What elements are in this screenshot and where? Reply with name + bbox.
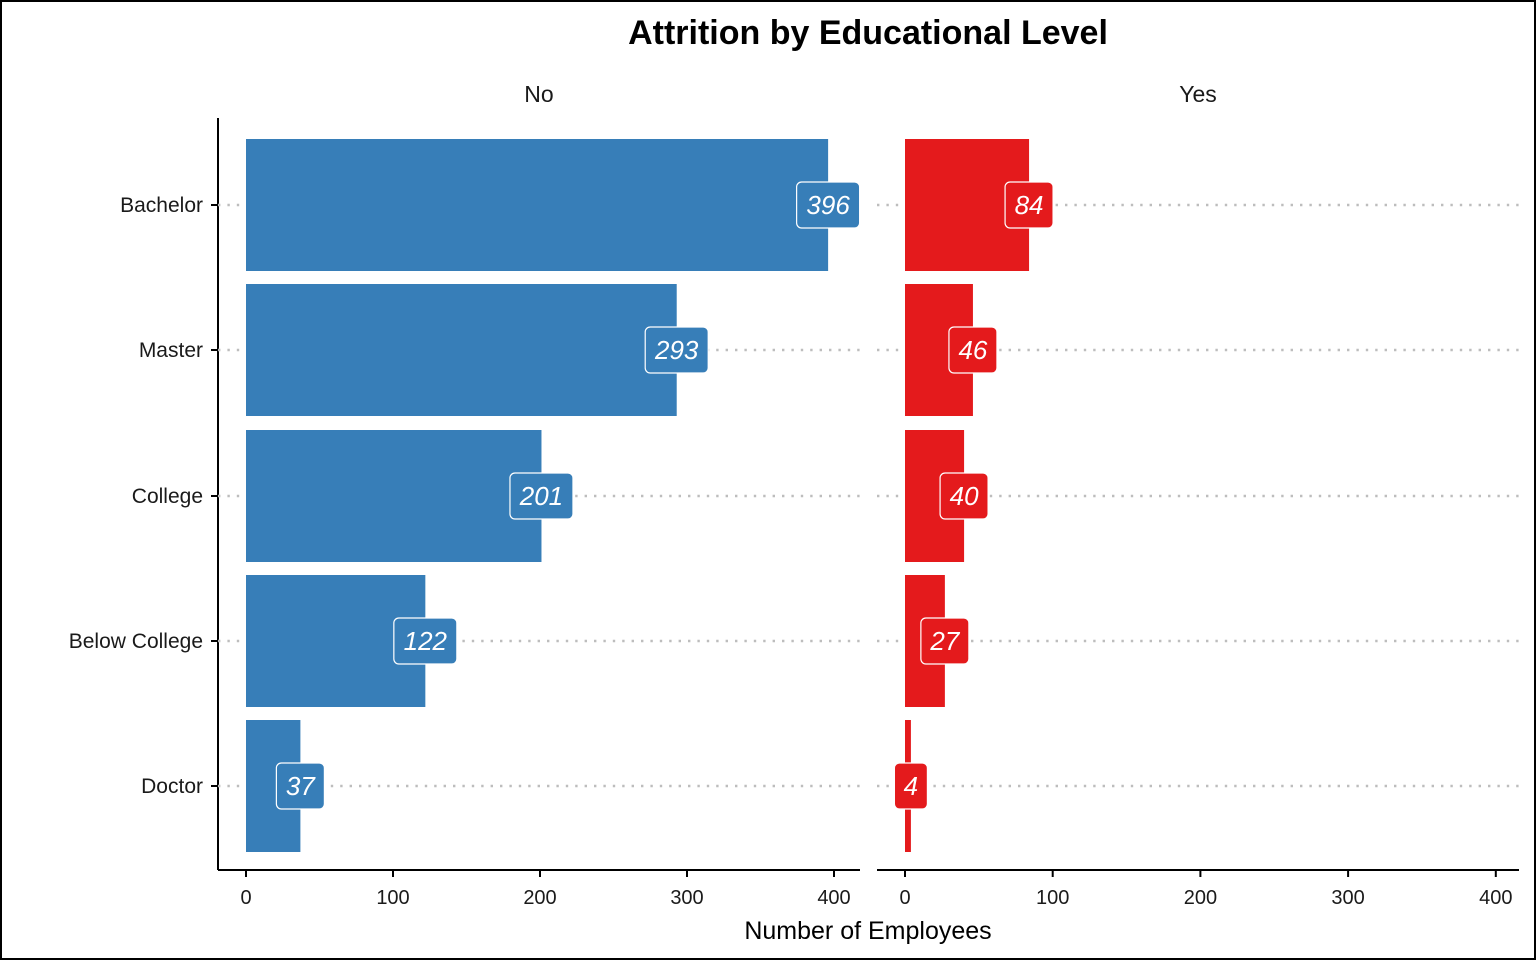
data-label: 293 <box>654 335 699 365</box>
y-tick-label: Bachelor <box>120 194 203 217</box>
chart-title: Attrition by Educational Level <box>628 14 1108 52</box>
x-tick-label: 200 <box>523 887 556 909</box>
x-axis-label: Number of Employees <box>744 917 991 945</box>
data-label: 122 <box>404 626 448 656</box>
x-tick-label: 100 <box>1036 887 1069 909</box>
y-tick-label: Below College <box>69 630 203 653</box>
x-tick-label: 0 <box>240 887 251 909</box>
x-tick-label: 100 <box>376 887 409 909</box>
data-label: 201 <box>519 481 563 511</box>
data-label: 40 <box>950 481 979 511</box>
x-tick-label: 400 <box>1479 887 1512 909</box>
x-tick-label: 200 <box>1184 887 1217 909</box>
facet-strip-label: No <box>524 81 553 107</box>
bar <box>246 284 677 416</box>
data-label: 27 <box>929 626 960 656</box>
data-label: 4 <box>904 771 918 801</box>
data-label: 396 <box>806 190 850 220</box>
y-tick-label: College <box>132 485 203 508</box>
data-label: 84 <box>1015 190 1044 220</box>
bar <box>246 430 541 562</box>
x-tick-label: 0 <box>899 887 910 909</box>
y-tick-label: Master <box>139 339 203 362</box>
x-tick-label: 400 <box>817 887 850 909</box>
data-label: 37 <box>286 771 316 801</box>
bar <box>246 139 828 271</box>
x-tick-label: 300 <box>670 887 703 909</box>
x-tick-label: 300 <box>1331 887 1364 909</box>
facet-strip-label: Yes <box>1179 81 1217 107</box>
data-label: 46 <box>958 335 987 365</box>
y-tick-label: Doctor <box>141 775 203 798</box>
